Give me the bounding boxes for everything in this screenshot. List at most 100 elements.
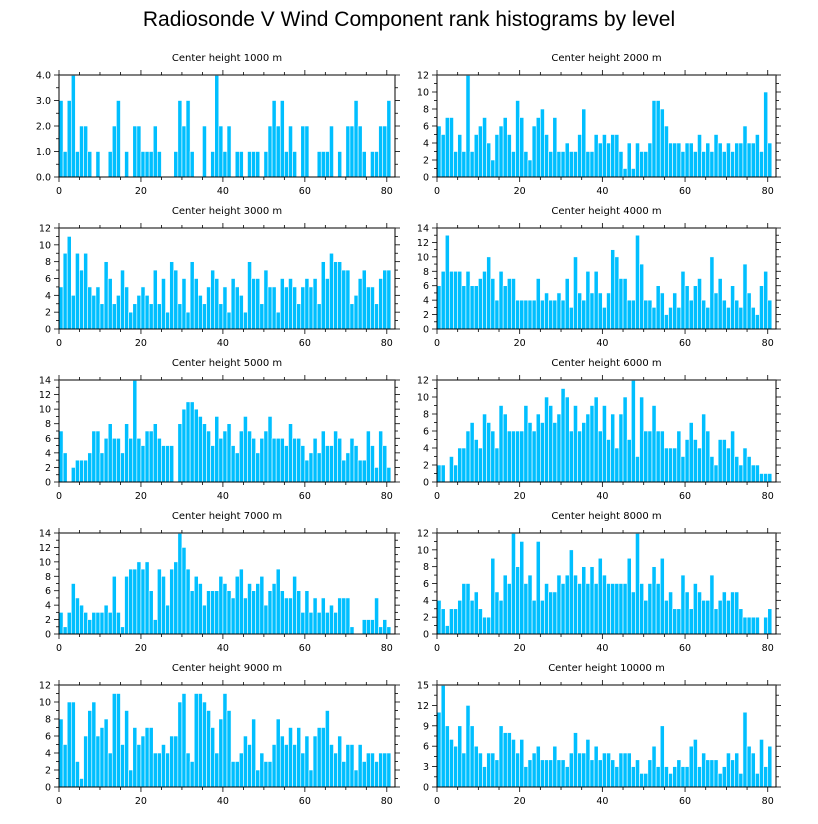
histogram-bar xyxy=(717,278,723,330)
histogram-bar xyxy=(349,744,355,788)
histogram-bar xyxy=(585,739,591,788)
histogram-bar xyxy=(198,583,203,635)
histogram-bar xyxy=(498,405,504,483)
histogram-bar xyxy=(165,445,170,483)
histogram-bar xyxy=(478,125,483,178)
histogram-bar xyxy=(597,292,603,330)
histogram-bar xyxy=(83,125,88,178)
histogram-bar xyxy=(664,766,669,788)
histogram-bar xyxy=(734,591,740,635)
histogram-bar xyxy=(593,583,599,635)
histogram-bar xyxy=(717,142,723,178)
histogram-bar xyxy=(79,459,84,483)
histogram-bar xyxy=(684,285,690,330)
histogram-bar xyxy=(70,74,76,178)
histogram-bar xyxy=(157,151,162,178)
histogram-bar xyxy=(680,270,686,330)
histogram-bar xyxy=(83,612,88,635)
x-tick-label: 20 xyxy=(135,796,147,807)
histogram-bar xyxy=(490,752,496,788)
y-tick-label: 2 xyxy=(45,463,51,474)
histogram-bar xyxy=(730,151,735,178)
histogram-bar xyxy=(755,314,760,330)
y-tick-label: 8 xyxy=(45,419,51,430)
histogram-bar xyxy=(713,292,719,330)
histogram-bar xyxy=(361,151,367,178)
histogram-bar xyxy=(610,134,616,178)
y-tick-label: 12 xyxy=(39,390,51,401)
histogram-bar xyxy=(263,430,269,483)
histogram-bar xyxy=(169,568,175,635)
histogram-bar xyxy=(717,600,723,635)
histogram-bar xyxy=(255,583,261,635)
histogram-bar xyxy=(626,142,632,178)
x-tick-label: 40 xyxy=(217,643,229,654)
histogram-bar xyxy=(218,718,224,788)
histogram-bar xyxy=(157,568,162,635)
histogram-bar xyxy=(124,710,129,788)
histogram-bar xyxy=(626,557,632,635)
histogram-bar xyxy=(705,759,711,788)
histogram-bar xyxy=(494,447,500,483)
histogram-bar xyxy=(173,269,179,330)
histogram-bar xyxy=(386,269,392,330)
histogram-bar xyxy=(655,430,661,483)
histogram-bar xyxy=(136,125,142,178)
x-tick-label: 40 xyxy=(217,491,229,502)
histogram-bar xyxy=(490,430,496,483)
y-tick-label: 14 xyxy=(39,376,51,387)
histogram-bar xyxy=(651,405,657,483)
histogram-bar xyxy=(449,739,454,788)
histogram-bar xyxy=(292,437,297,483)
histogram-bar xyxy=(325,151,330,178)
histogram-bar xyxy=(713,134,719,178)
histogram-bar xyxy=(726,307,731,330)
histogram-bar xyxy=(573,151,578,178)
y-tick-label: 6 xyxy=(423,281,429,292)
histogram-bar xyxy=(136,561,142,635)
y-tick-label: 4.0 xyxy=(36,71,51,82)
y-tick-label: 10 xyxy=(39,698,51,709)
histogram-bar xyxy=(647,759,653,788)
histogram-bar xyxy=(767,608,773,635)
histogram-bar xyxy=(58,430,64,483)
histogram-bar xyxy=(523,766,529,788)
histogram-bar xyxy=(535,745,541,788)
histogram-bar xyxy=(210,269,216,330)
histogram-bar xyxy=(304,278,310,330)
y-tick-label: 8 xyxy=(423,562,429,573)
histogram-bar xyxy=(750,142,756,178)
histogram-bar xyxy=(548,151,554,178)
histogram-bar xyxy=(263,269,269,330)
y-tick-label: 4 xyxy=(423,444,429,455)
histogram-bar xyxy=(157,437,162,483)
y-tick-label: 4 xyxy=(45,601,51,612)
histogram-bar xyxy=(329,252,334,330)
histogram-bar xyxy=(177,701,183,788)
histogram-bar xyxy=(91,701,97,788)
x-tick-label: 80 xyxy=(762,491,774,502)
histogram-bar xyxy=(461,447,467,483)
histogram-bar xyxy=(490,278,496,330)
histogram-bar xyxy=(606,752,611,788)
histogram-bar xyxy=(333,752,338,788)
x-tick-label: 0 xyxy=(56,186,62,197)
histogram-bar xyxy=(635,142,640,178)
histogram-bar xyxy=(453,608,458,635)
histogram-bar xyxy=(361,619,367,635)
histogram-bar xyxy=(202,125,207,178)
y-tick-label: 2 xyxy=(423,156,429,167)
histogram-bar xyxy=(585,270,591,330)
histogram-bar xyxy=(465,74,471,178)
histogram-bar xyxy=(198,693,203,788)
histogram-bar xyxy=(173,151,179,178)
histogram-bar xyxy=(284,151,289,178)
histogram-bar xyxy=(606,439,611,483)
histogram-bar xyxy=(189,151,195,178)
x-tick-label: 60 xyxy=(679,186,691,197)
histogram-bar xyxy=(185,401,191,483)
y-tick-label: 10 xyxy=(417,393,429,404)
histogram-bar xyxy=(308,286,314,330)
histogram-bar xyxy=(255,769,261,788)
histogram-bar xyxy=(99,452,105,483)
